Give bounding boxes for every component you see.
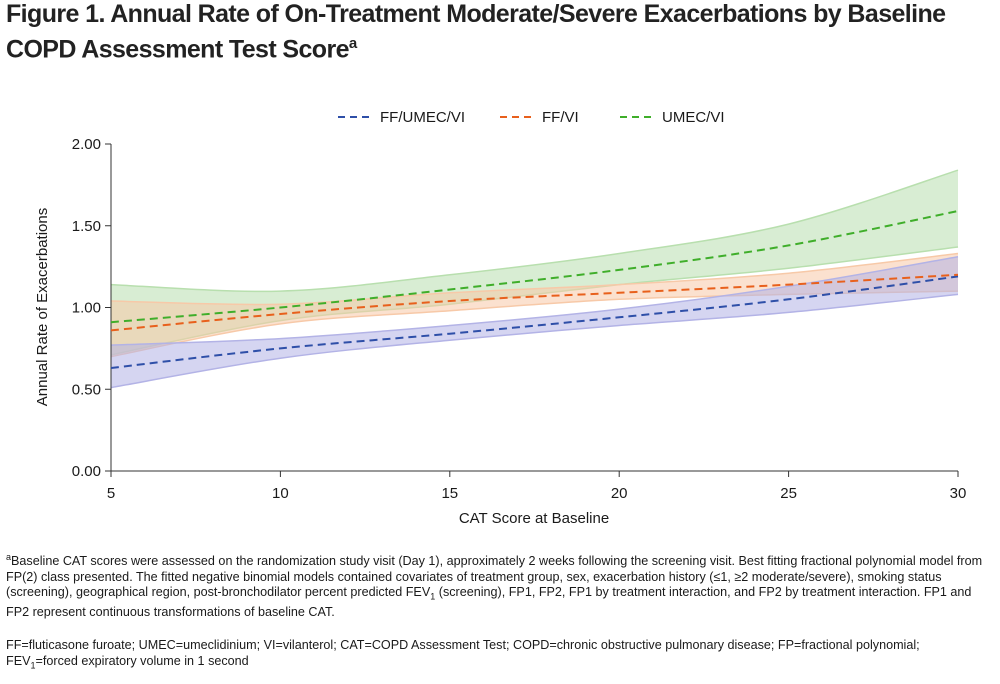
confidence-bands	[110, 169, 959, 389]
x-tick-label: 10	[272, 485, 289, 502]
footnote: aBaseline CAT scores were assessed on th…	[6, 550, 991, 621]
x-tick-label: 20	[611, 485, 628, 502]
upper-bound-line-ff-vi	[110, 252, 959, 306]
y-axis-label: Annual Rate of Exacerbations	[34, 208, 51, 406]
series-line-ff-umec-vi	[110, 275, 959, 369]
series-line-ff-vi	[110, 273, 959, 332]
chart-legend: FF/UMEC/VI FF/VI UMEC/VI	[338, 109, 725, 126]
footnote-text-2: (screening), FP1, FP2, FP1 by treatment …	[6, 585, 972, 620]
confidence-band-ff-umec-vi	[111, 256, 958, 388]
axis-ticks: 5 10 15 20 25 30 0.00 0.50 1.00 1.50 2.00	[72, 136, 967, 502]
footnote-marker: a	[6, 552, 12, 562]
abbreviations-subscript: 1	[30, 660, 36, 671]
legend-label-umec-vi: UMEC/VI	[662, 109, 725, 126]
y-tick-label: 2.00	[72, 136, 101, 153]
x-tick-label: 25	[780, 485, 797, 502]
legend-label-ff-vi: FF/VI	[542, 109, 579, 126]
x-axis-label: CAT Score at Baseline	[459, 510, 609, 527]
series-line-umec-vi	[110, 210, 959, 324]
lower-bound-line-ff-umec-vi	[110, 293, 959, 389]
abbreviations-line-1: FF=fluticasone furoate; UMEC=umeclidiniu…	[6, 638, 920, 652]
y-tick-label: 0.50	[72, 381, 101, 398]
y-tick-label: 1.50	[72, 218, 101, 235]
figure-title-text: Figure 1. Annual Rate of On-Treatment Mo…	[6, 0, 946, 64]
upper-bound-line-umec-vi	[110, 169, 959, 293]
y-tick-label: 0.00	[72, 463, 101, 480]
upper-bound-line-ff-umec-vi	[110, 256, 959, 346]
figure-title-superscript: a	[348, 35, 357, 52]
confidence-band-ff-vi	[111, 253, 958, 357]
legend-label-ff-umec-vi: FF/UMEC/VI	[380, 109, 465, 126]
y-tick-label: 1.00	[72, 300, 101, 317]
abbreviations-line-2-suffix: =forced expiratory volume in 1 second	[35, 653, 249, 668]
footnote-subscript: 1	[430, 591, 436, 602]
x-tick-label: 15	[441, 485, 458, 502]
x-tick-label: 5	[107, 485, 115, 502]
abbreviations-line-2-prefix: FEV	[6, 653, 31, 668]
footnote-text-1: Baseline CAT scores were assessed on the…	[6, 554, 983, 600]
exacerbation-rate-chart: 5 10 15 20 25 30 0.00 0.50 1.00 1.50 2.00 CAT Scor…	[34, 109, 967, 527]
figure-title: Figure 1. Annual Rate of On-Treatment Mo…	[6, 0, 996, 64]
series-lines	[110, 210, 959, 369]
abbreviations: FF=fluticasone furoate; UMEC=umeclidiniu…	[6, 638, 991, 674]
x-tick-label: 30	[950, 485, 967, 502]
